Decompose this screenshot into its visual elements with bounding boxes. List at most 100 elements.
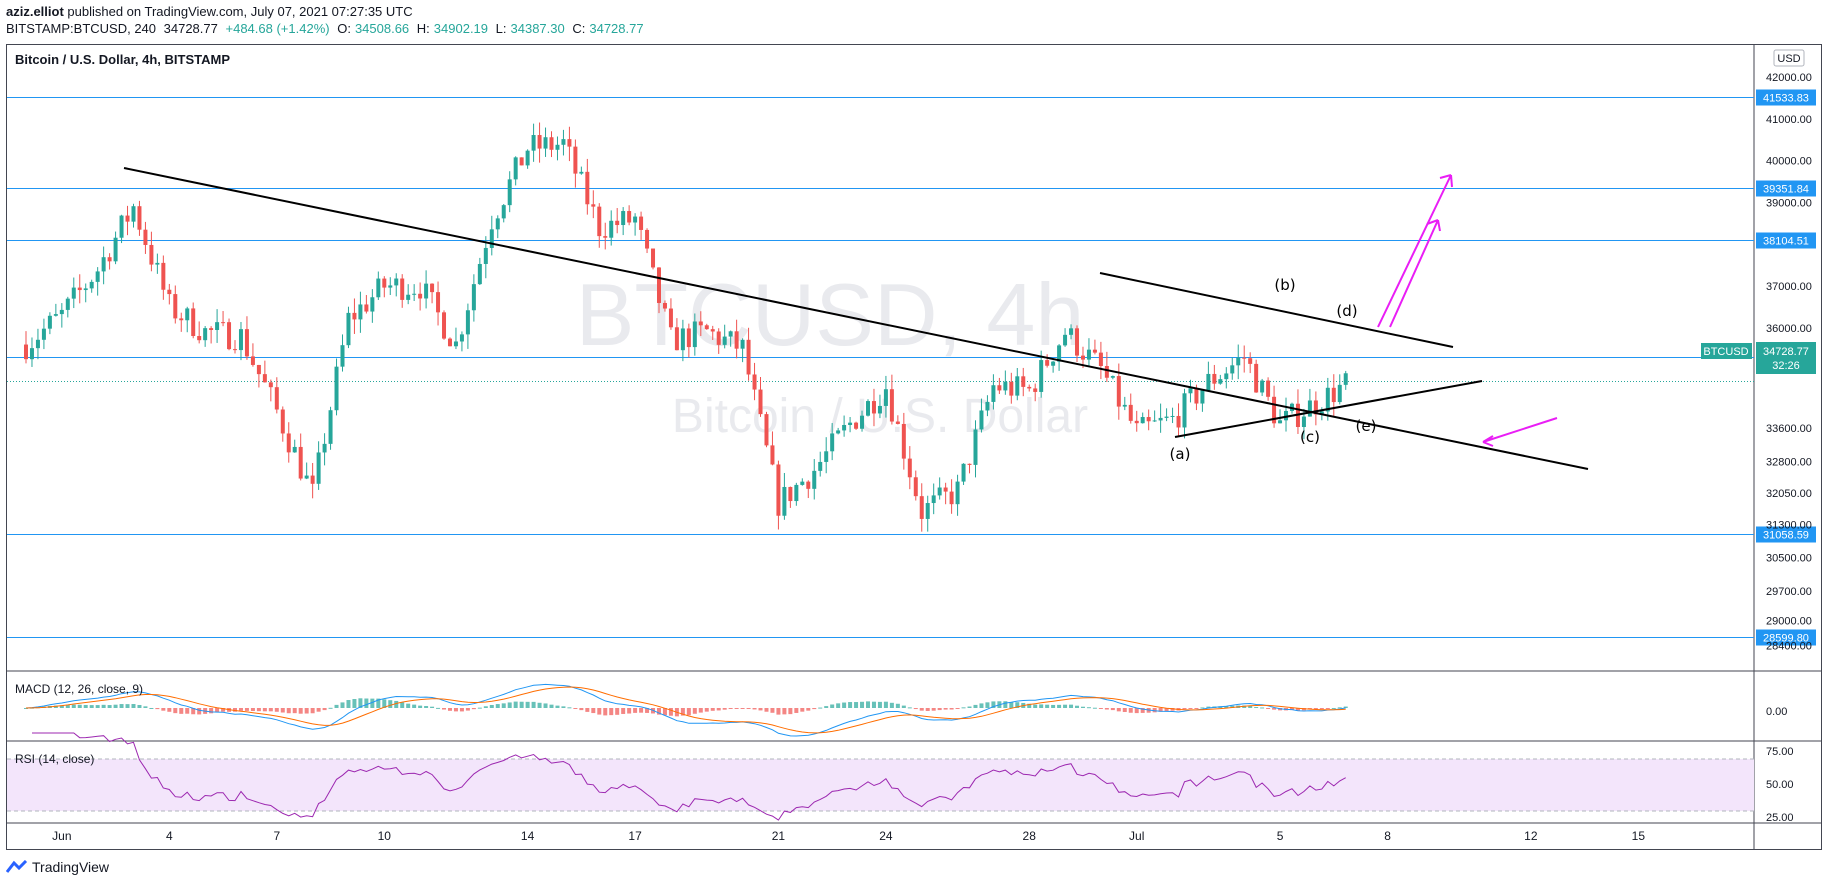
symbol-tag — [1701, 343, 1752, 359]
candle-body — [579, 171, 584, 174]
candle-body — [143, 229, 148, 245]
candle-body — [316, 452, 321, 484]
macd-histogram-bar — [794, 708, 799, 713]
macd-histogram-bar — [233, 708, 238, 712]
candle-body — [961, 463, 966, 482]
macd-histogram-bar — [149, 707, 154, 709]
macd-histogram-bar — [370, 698, 375, 708]
trendline-main[interactable] — [123, 167, 1589, 470]
candle-body — [376, 278, 381, 298]
macd-histogram-bar — [453, 708, 458, 712]
candle-body — [394, 278, 399, 286]
candle-body — [47, 315, 52, 329]
macd-histogram-bar — [656, 708, 661, 715]
macd-histogram-bar — [1051, 704, 1056, 708]
wave-label-b: (b) — [1274, 276, 1295, 294]
rsi-tick-25: 25.00 — [1766, 812, 1794, 824]
macd-histogram-bar — [447, 708, 452, 711]
candle-body — [1230, 365, 1235, 374]
price-tick: 40000.00 — [1766, 156, 1812, 168]
candle-body — [585, 171, 590, 205]
wave-label-c: (c) — [1300, 428, 1320, 446]
macd-histogram-bar — [543, 703, 548, 708]
macd-histogram-bar — [483, 706, 488, 708]
candle-body — [340, 345, 345, 367]
candle-body — [656, 267, 661, 303]
macd-histogram-bar — [770, 708, 775, 713]
arrow-up-1[interactable] — [1377, 174, 1453, 328]
candle-body — [877, 405, 882, 414]
macd-histogram-bar — [24, 708, 28, 709]
macd-histogram-bar — [967, 706, 972, 708]
macd-histogram-bar — [991, 701, 996, 708]
macd-histogram-bar — [931, 708, 936, 711]
high-label: H: — [416, 21, 430, 36]
candle-body — [1278, 420, 1283, 424]
macd-histogram-bar — [645, 708, 650, 713]
macd-histogram-bar — [131, 704, 136, 708]
time-axis[interactable]: Jun 4 7 10 14 17 21 24 28 Jul 5 8 12 15 — [52, 829, 1645, 843]
time-tick: 8 — [1384, 829, 1391, 843]
macd-histogram-bar — [758, 708, 763, 711]
macd-histogram-bar — [567, 707, 572, 709]
candle-body — [1069, 328, 1074, 335]
candle-body — [113, 237, 118, 262]
candle-body — [436, 292, 441, 313]
macd-histogram-bar — [668, 708, 673, 716]
macd-histogram-bar — [143, 706, 148, 708]
candle-body — [227, 322, 232, 350]
arrow-left[interactable] — [1482, 417, 1558, 447]
macd-histogram-bar — [877, 701, 882, 708]
currency-box[interactable] — [1773, 49, 1805, 67]
candle-body — [1206, 373, 1211, 391]
macd-histogram-bar — [692, 708, 697, 714]
candle-body — [364, 304, 369, 312]
price-tick: 39000.00 — [1766, 197, 1812, 209]
arrow-up-2[interactable] — [1389, 219, 1441, 328]
candle-body — [244, 329, 249, 357]
candle-body — [119, 215, 124, 238]
footer-brand[interactable]: TradingView — [32, 859, 110, 875]
candle-body — [1092, 349, 1097, 353]
macd-histogram-bar — [830, 704, 835, 708]
macd-histogram-bar — [621, 708, 626, 714]
candle-body — [1075, 328, 1080, 356]
macd-histogram-bar — [1045, 704, 1050, 708]
projection-arrows[interactable] — [1377, 174, 1558, 447]
macd-histogram-bar — [1188, 708, 1193, 709]
price-tick: 28400.00 — [1766, 640, 1812, 652]
macd-histogram-bar — [71, 704, 76, 708]
candle-body — [931, 495, 936, 504]
macd-histogram-bar — [1152, 708, 1157, 713]
candle-body — [746, 339, 751, 375]
macd-histogram-bar — [95, 705, 100, 708]
low-label: L: — [495, 21, 507, 36]
candle-body — [758, 389, 763, 415]
macd-histogram-bar — [961, 707, 966, 709]
macd-histogram-bar — [334, 704, 339, 708]
candle-body — [1248, 358, 1253, 364]
candle-body — [854, 422, 859, 429]
candle-body — [1104, 366, 1109, 378]
macd-histogram-bar — [603, 708, 608, 716]
macd-histogram-bar — [1039, 704, 1044, 708]
macd-histogram-bar — [937, 708, 942, 711]
candle-body — [913, 477, 918, 497]
candle-body — [137, 206, 142, 230]
trendline-lower[interactable] — [1174, 380, 1483, 438]
candle-body — [280, 409, 285, 434]
price-axis[interactable]: USD 42000.00 41000.00 40000.00 39000.00 3700… — [1766, 49, 1812, 652]
candle-body — [603, 236, 608, 238]
candle-body — [895, 421, 900, 424]
candle-body — [967, 463, 972, 465]
trendline-upper[interactable] — [1099, 272, 1454, 348]
candle-body — [238, 329, 243, 351]
macd-histogram-bar — [459, 708, 464, 712]
macd-histogram-bar — [836, 703, 841, 708]
candle-body — [406, 294, 411, 300]
candle-body — [304, 475, 309, 479]
publisher-name[interactable]: aziz.elliot — [6, 4, 64, 19]
macd-histogram-bar — [943, 708, 948, 710]
candle-body — [471, 284, 476, 311]
